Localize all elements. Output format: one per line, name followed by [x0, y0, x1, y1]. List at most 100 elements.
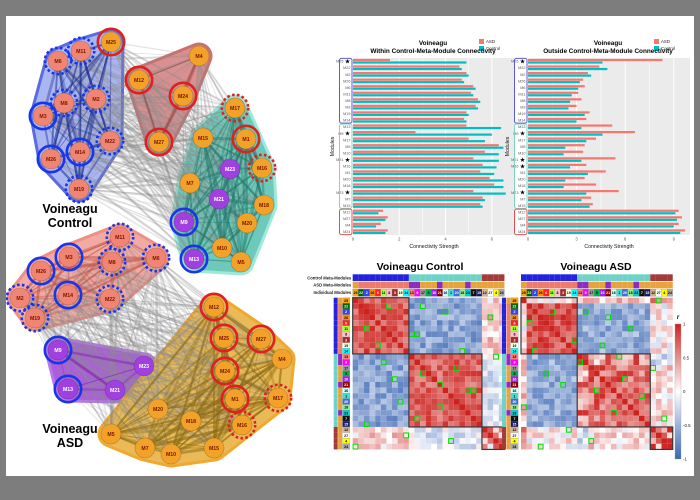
network-node-label: M27 — [256, 337, 266, 343]
heatmap-cell — [459, 393, 466, 399]
heatmap-cell — [577, 387, 583, 394]
heatmap-cell — [644, 331, 651, 338]
heatmap-cell — [459, 438, 466, 444]
heatmap-cell — [588, 421, 595, 427]
heatmap-cell — [369, 398, 376, 405]
heatmap-cell — [363, 410, 370, 416]
heatmap-cell — [442, 337, 449, 343]
control-mm-top-cell — [397, 274, 404, 281]
control-mm-left-cell — [333, 314, 338, 321]
heatmap-cell — [369, 342, 376, 349]
network-edge — [40, 270, 215, 308]
heatmap-cell — [565, 426, 572, 433]
bar-asd-M16 — [528, 163, 587, 166]
heatmap-cell — [594, 303, 600, 309]
heatmap-cell — [369, 382, 376, 388]
heatmap-cell — [639, 320, 645, 326]
heatmap-cell — [375, 393, 381, 399]
heatmap-cell — [667, 342, 673, 349]
network-edge — [110, 306, 215, 435]
network-node-label: M14 — [63, 293, 73, 299]
heatmap-cell — [650, 410, 656, 416]
heatmap-cell — [526, 337, 533, 343]
heatmap-cell — [549, 370, 555, 377]
network-edge — [143, 365, 243, 426]
heatmap-cell — [431, 365, 437, 371]
asd-mm-left-cell — [506, 404, 511, 411]
heatmap-cell — [493, 376, 499, 382]
heatmap-cell — [554, 331, 561, 338]
heatmap-cell — [392, 426, 398, 433]
bar-asd-M11 — [528, 91, 579, 94]
bar-control-M4 — [353, 225, 377, 228]
heatmap-cell — [616, 398, 623, 405]
y-tick-label: M13 — [343, 125, 350, 129]
heatmap-cell — [543, 320, 550, 326]
heatmap-cell — [526, 314, 533, 321]
node-ring-blue-dotted — [43, 46, 73, 76]
heatmap-cell — [498, 353, 505, 360]
heatmap-cell — [369, 432, 376, 439]
green-highlight-cell — [622, 376, 628, 383]
heatmap-cell — [633, 314, 640, 321]
network-edge — [67, 358, 283, 390]
node-ring-blue-solid — [43, 335, 73, 365]
control-mm-top-cell — [420, 274, 426, 281]
heatmap-cell — [594, 348, 600, 354]
heatmap-cell — [498, 297, 505, 304]
heatmap-cell — [487, 337, 494, 343]
heatmap-cell — [650, 370, 656, 377]
heatmap-cell — [465, 415, 471, 422]
heatmap-cell — [414, 421, 421, 427]
asd-mm-top-cell — [420, 281, 426, 289]
heatmap-cell — [639, 393, 645, 399]
network-node-label: M7 — [141, 446, 148, 452]
heatmap-cell — [526, 404, 533, 411]
heatmap-cell — [431, 398, 437, 405]
network-edge — [19, 236, 121, 299]
network-edge — [156, 306, 216, 410]
x-tick-label: 0 — [527, 237, 530, 242]
heatmap-cell — [633, 410, 640, 416]
network-edge — [57, 60, 231, 170]
network-edge — [109, 298, 146, 449]
network-node-M6 — [145, 247, 167, 269]
heatmap-cell — [633, 376, 640, 382]
node-ring-blue-dotted — [81, 84, 111, 114]
heatmap-cell — [392, 365, 398, 371]
network-node-M3 — [58, 246, 80, 268]
heatmap-cell — [403, 308, 409, 315]
heatmap-cell — [582, 404, 589, 411]
module-number-label: 15 — [645, 291, 649, 295]
heatmap-cell — [358, 359, 364, 366]
heatmap-cell — [639, 404, 645, 411]
heatmap-cell — [403, 443, 409, 450]
heatmap-cell — [565, 297, 572, 304]
module-number-label: 8 — [557, 291, 559, 295]
asd-mm-top-cell — [453, 281, 460, 289]
heatmap-cell — [358, 342, 364, 349]
heatmap-cell — [386, 353, 393, 360]
heatmap-cell — [465, 370, 471, 377]
network-edge — [111, 261, 215, 308]
heatmap-cell — [526, 353, 533, 360]
heatmap-cell — [661, 325, 668, 332]
control-mm-left-cell — [502, 331, 506, 338]
network-edge — [80, 50, 204, 139]
heatmap-cell — [481, 438, 488, 444]
heatmap-cell — [420, 426, 426, 433]
heatmap-cell — [386, 404, 393, 411]
heatmap-cell — [481, 320, 488, 326]
heatmap-cell — [431, 438, 437, 444]
control-mm-top-cell — [465, 274, 471, 281]
heatmap-cell — [437, 348, 443, 354]
heatmap-cell — [521, 348, 527, 354]
network-edge — [109, 140, 195, 260]
heatmap-cell — [459, 410, 466, 416]
network-edge — [109, 138, 247, 142]
heatmap-cell — [627, 438, 634, 444]
heatmap-cell — [470, 443, 477, 450]
network-edge — [182, 95, 242, 263]
network-edge — [79, 151, 195, 260]
network-edge — [114, 389, 279, 399]
